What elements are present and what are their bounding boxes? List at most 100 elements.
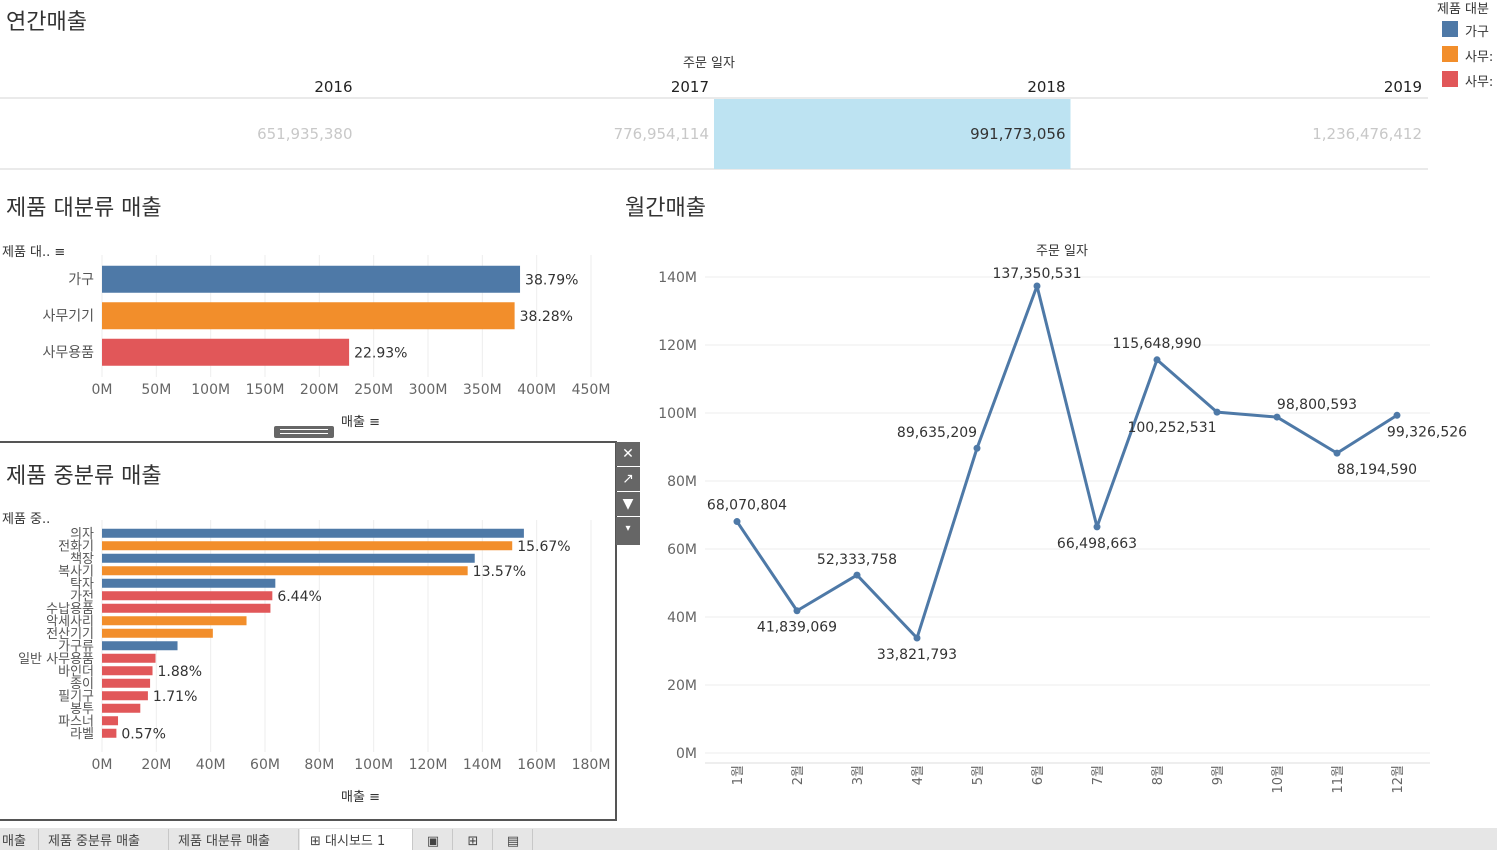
line-point[interactable] xyxy=(1273,413,1281,421)
sort-icon[interactable]: ≡ xyxy=(369,415,380,430)
bar[interactable] xyxy=(102,703,141,713)
annual-sales-value[interactable]: 1,236,476,412 xyxy=(1312,125,1422,143)
more-options-icon[interactable]: ▾ xyxy=(616,517,640,545)
x-tick-label: 150M xyxy=(246,382,285,398)
bar-data-label: 1.88% xyxy=(158,664,202,680)
bar[interactable] xyxy=(102,666,153,676)
category-label[interactable]: 필기구 xyxy=(58,689,94,704)
line-point[interactable] xyxy=(1393,411,1401,419)
tab-sales[interactable]: 매출 xyxy=(0,829,39,850)
annual-table[interactable]: 2016 651,935,380 2017 776,954,114 2018 991,77… xyxy=(0,70,1430,172)
tab-subcategory-sales[interactable]: 제품 중분류 매출 xyxy=(40,829,169,850)
annual-sales-value[interactable]: 776,954,114 xyxy=(614,125,709,143)
x-tick-label: 2월 xyxy=(791,765,806,785)
legend-swatch[interactable] xyxy=(1442,46,1458,62)
bar[interactable] xyxy=(102,591,273,601)
category-label[interactable]: 의자 xyxy=(70,527,94,542)
resize-handle[interactable] xyxy=(274,426,334,438)
category-label[interactable]: 종이 xyxy=(70,677,94,692)
y-tick-label: 0M xyxy=(676,746,697,762)
selected-panel-border[interactable] xyxy=(0,441,617,821)
bar[interactable] xyxy=(102,603,271,613)
new-story-icon[interactable]: ▤ xyxy=(494,829,533,850)
category-label[interactable]: 가구류 xyxy=(58,639,94,654)
bar[interactable] xyxy=(102,678,151,688)
popout-icon[interactable]: ↗ xyxy=(616,467,640,491)
bar-data-label: 0.57% xyxy=(121,726,165,742)
category-label[interactable]: 파스너 xyxy=(58,714,94,729)
point-data-label: 33,821,793 xyxy=(877,647,957,663)
category-label[interactable]: 라벨 xyxy=(70,727,94,742)
tab-label: 제품 대분류 매출 xyxy=(178,834,270,849)
tab-label: 제품 중분류 매출 xyxy=(48,834,140,849)
close-icon[interactable]: ✕ xyxy=(616,442,640,466)
x-tick-label: 350M xyxy=(463,382,502,398)
bar[interactable] xyxy=(102,566,468,576)
category-label[interactable]: 가구 xyxy=(68,272,94,288)
new-worksheet-icon[interactable]: ▣ xyxy=(414,829,453,850)
category-label[interactable]: 가전 xyxy=(70,589,94,604)
category-label[interactable]: 전산기기 xyxy=(46,627,94,642)
bar[interactable] xyxy=(102,716,119,726)
line-point[interactable] xyxy=(1333,449,1341,457)
y-tick-label: 20M xyxy=(667,678,697,694)
bar[interactable] xyxy=(102,728,117,738)
bar[interactable] xyxy=(102,265,521,293)
line-point[interactable] xyxy=(973,444,981,452)
point-data-label: 66,498,663 xyxy=(1057,536,1137,552)
x-tick-label: 80M xyxy=(304,757,334,773)
x-tick-label: 160M xyxy=(517,757,556,773)
x-tick-label: 12월 xyxy=(1391,765,1406,794)
new-dashboard-icon[interactable]: ⊞ xyxy=(454,829,493,850)
bar[interactable] xyxy=(102,541,513,551)
category-label[interactable]: 봉투 xyxy=(70,702,94,717)
line-point[interactable] xyxy=(853,571,861,579)
subcategory-axis-title: 매출 xyxy=(341,790,365,805)
x-tick-label: 40M xyxy=(196,757,226,773)
legend-swatch[interactable] xyxy=(1442,71,1458,87)
line-point[interactable] xyxy=(1153,356,1161,364)
category-label[interactable]: 사무기기 xyxy=(42,309,94,325)
sort-icon[interactable]: ≡ xyxy=(54,245,66,260)
bar[interactable] xyxy=(102,578,276,588)
line-point[interactable] xyxy=(733,518,741,526)
category-label[interactable]: 일반 사무용품 xyxy=(18,652,94,667)
line-point[interactable] xyxy=(793,607,801,615)
annual-sales-value[interactable]: 651,935,380 xyxy=(257,125,352,143)
category-label[interactable]: 바인더 xyxy=(58,664,94,679)
category-label[interactable]: 탁자 xyxy=(70,577,94,592)
x-tick-label: 3월 xyxy=(851,765,866,785)
category-label[interactable]: 사무용품 xyxy=(42,345,94,361)
category-label[interactable]: 전화기 xyxy=(58,539,94,554)
x-tick-label: 60M xyxy=(250,757,280,773)
bar[interactable] xyxy=(102,653,156,663)
bar[interactable] xyxy=(102,528,524,538)
category-label[interactable]: 복사기 xyxy=(58,564,94,579)
legend-swatch[interactable] xyxy=(1442,21,1458,37)
line-point[interactable] xyxy=(1093,523,1101,531)
category-label[interactable]: 악세사리 xyxy=(46,614,94,629)
x-tick-label: 8월 xyxy=(1151,765,1166,785)
bar-data-label: 13.57% xyxy=(473,564,526,580)
category-label[interactable]: 책장 xyxy=(70,552,94,567)
line-point[interactable] xyxy=(1033,282,1041,290)
category-label[interactable]: 수납용품 xyxy=(46,602,94,617)
bar[interactable] xyxy=(102,691,148,701)
annual-sales-value[interactable]: 991,773,056 xyxy=(970,125,1065,143)
bar[interactable] xyxy=(102,338,350,366)
line-point[interactable] xyxy=(913,634,921,642)
bar[interactable] xyxy=(102,641,178,651)
bar[interactable] xyxy=(102,616,247,626)
tab-dashboard[interactable]: ⊞ 대시보드 1 xyxy=(300,829,413,850)
tab-category-sales[interactable]: 제품 대분류 매출 xyxy=(170,829,299,850)
filter-icon[interactable]: ▼ xyxy=(616,492,640,516)
line-point[interactable] xyxy=(1213,408,1221,416)
annual-year-label: 2019 xyxy=(1384,78,1422,96)
sales-line[interactable] xyxy=(735,284,1398,640)
sort-icon[interactable]: ≡ xyxy=(369,790,380,805)
bar[interactable] xyxy=(102,302,515,330)
bar[interactable] xyxy=(102,628,213,638)
x-tick-label: 20M xyxy=(141,757,171,773)
bar[interactable] xyxy=(102,553,475,563)
